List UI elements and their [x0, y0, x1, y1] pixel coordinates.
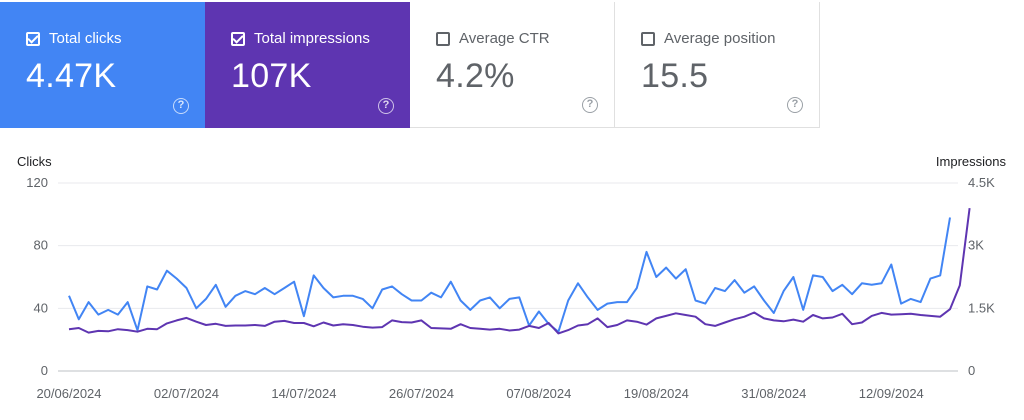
help-icon[interactable]: ? — [173, 98, 189, 114]
help-icon[interactable]: ? — [787, 97, 803, 113]
average-position-card[interactable]: Average position 15.5 ? — [615, 2, 820, 128]
x-axis-tick-label: 20/06/2024 — [36, 386, 101, 401]
right-axis-tick-label: 0 — [968, 363, 975, 378]
x-axis-tick-label: 12/09/2024 — [859, 386, 924, 401]
x-axis-tick-label: 02/07/2024 — [154, 386, 219, 401]
x-axis-tick-label: 19/08/2024 — [624, 386, 689, 401]
x-axis-tick-label: 14/07/2024 — [271, 386, 336, 401]
right-axis-title: Impressions — [936, 154, 1007, 169]
help-icon[interactable]: ? — [378, 98, 394, 114]
left-axis-tick-label: 0 — [41, 363, 48, 378]
metric-cards: Total clicks 4.47K ? Total impressions 1… — [0, 2, 820, 128]
right-axis-tick-label: 4.5K — [968, 175, 995, 190]
average-ctr-label: Average CTR — [459, 30, 550, 47]
average-ctr-label-row: Average CTR — [436, 30, 614, 48]
average-position-label-row: Average position — [641, 30, 819, 48]
total-clicks-label-row: Total clicks — [26, 30, 205, 48]
x-axis-tick-label: 31/08/2024 — [741, 386, 806, 401]
checkbox-checked-icon[interactable] — [231, 32, 245, 46]
x-axis-tick-label: 26/07/2024 — [389, 386, 454, 401]
checkbox-unchecked-icon[interactable] — [641, 32, 655, 46]
average-position-label: Average position — [664, 30, 776, 47]
series-line-clicks — [68, 217, 951, 333]
chart-series — [68, 207, 971, 335]
left-axis-tick-label: 120 — [26, 175, 48, 190]
right-axis-tick-label: 1.5K — [968, 300, 995, 315]
left-axis-title: Clicks — [17, 154, 52, 169]
total-clicks-value: 4.47K — [26, 57, 117, 95]
total-clicks-label: Total clicks — [49, 30, 122, 47]
series-line-impressions — [68, 207, 971, 335]
total-impressions-value: 107K — [231, 57, 312, 95]
checkbox-checked-icon[interactable] — [26, 32, 40, 46]
help-icon[interactable]: ? — [582, 97, 598, 113]
performance-chart[interactable]: Clicks Impressions 0 0 40 1.5K 80 3K 120 4.5K 20… — [0, 140, 1024, 420]
checkbox-unchecked-icon[interactable] — [436, 32, 450, 46]
total-clicks-card[interactable]: Total clicks 4.47K ? — [0, 2, 205, 128]
left-axis-tick-label: 40 — [34, 300, 48, 315]
left-axis-tick-label: 80 — [34, 238, 48, 253]
chart-axes: Clicks Impressions 0 0 40 1.5K 80 3K 120 4.5K 20… — [17, 154, 1007, 401]
total-impressions-card[interactable]: Total impressions 107K ? — [205, 2, 410, 128]
chart-gridlines — [58, 182, 958, 372]
average-ctr-card[interactable]: Average CTR 4.2% ? — [410, 2, 615, 128]
average-position-value: 15.5 — [641, 57, 709, 95]
average-ctr-value: 4.2% — [436, 57, 515, 95]
right-axis-tick-label: 3K — [968, 238, 984, 253]
total-impressions-label-row: Total impressions — [231, 30, 410, 48]
x-axis-tick-label: 07/08/2024 — [506, 386, 571, 401]
total-impressions-label: Total impressions — [254, 30, 370, 47]
